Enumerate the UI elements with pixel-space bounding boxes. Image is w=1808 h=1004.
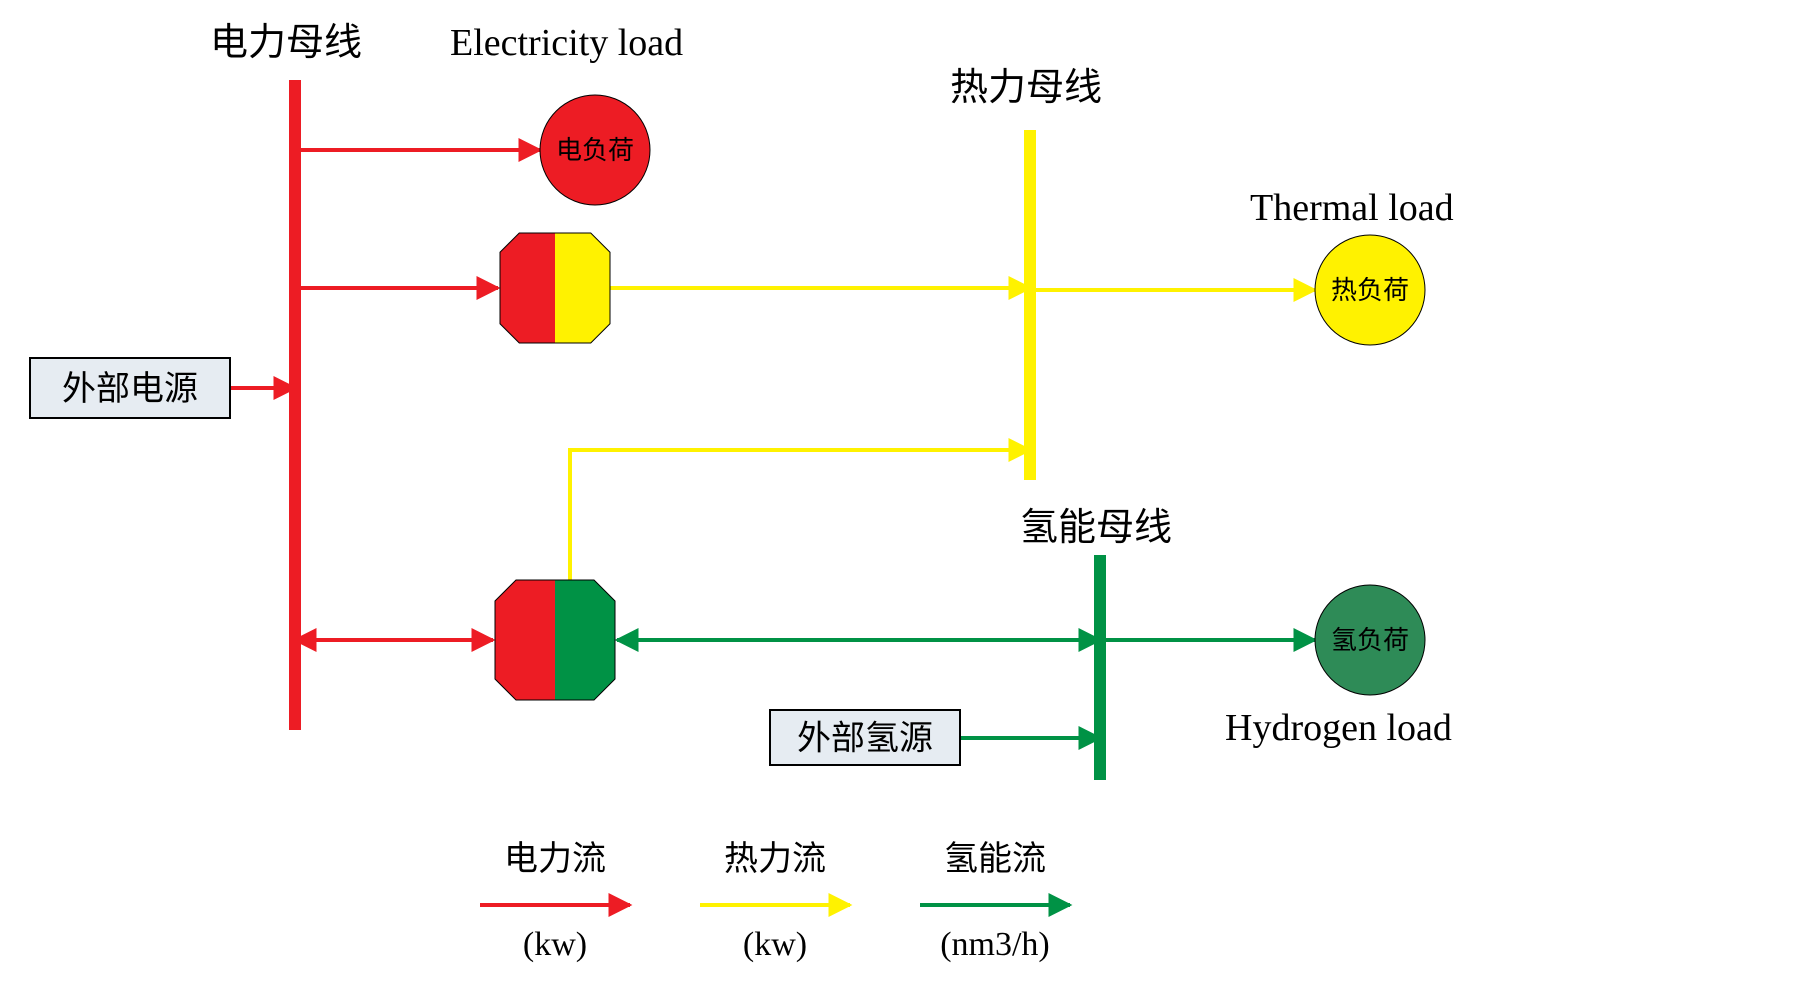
hydrogen-bus-label: 氢能母线: [1020, 507, 1172, 549]
heat-converter-left: [500, 233, 555, 343]
thermal-load-inner-label: 热负荷: [1331, 276, 1409, 305]
heat-converter-right: [555, 233, 610, 343]
hydrogen-load-caption: Hydrogen load: [1225, 707, 1452, 749]
thermal-load-caption: Thermal load: [1250, 187, 1454, 229]
legend-label-0: 电力流: [504, 840, 606, 878]
legend-unit-2: (nm3/h): [940, 926, 1050, 963]
thermal-bus-label: 热力母线: [950, 67, 1102, 109]
ext_power-label: 外部电源: [62, 370, 198, 408]
legend-label-1: 热力流: [724, 840, 826, 878]
ext_hydrogen-label: 外部氢源: [797, 720, 933, 758]
hydrogen-converter-right: [555, 580, 615, 700]
legend-unit-1: (kw): [743, 926, 807, 963]
hydrogen-load-inner-label: 氢负荷: [1331, 626, 1409, 655]
elec-load-inner-label: 电负荷: [556, 136, 634, 165]
hydrogen-converter-left: [495, 580, 555, 700]
power-bus-label: 电力母线: [210, 22, 362, 64]
legend-unit-0: (kw): [523, 926, 587, 963]
flow-h2-conv-heat-to-thermal-bus: [570, 450, 1030, 580]
elec-load-caption: Electricity load: [450, 22, 683, 64]
legend-label-2: 氢能流: [944, 840, 1046, 878]
